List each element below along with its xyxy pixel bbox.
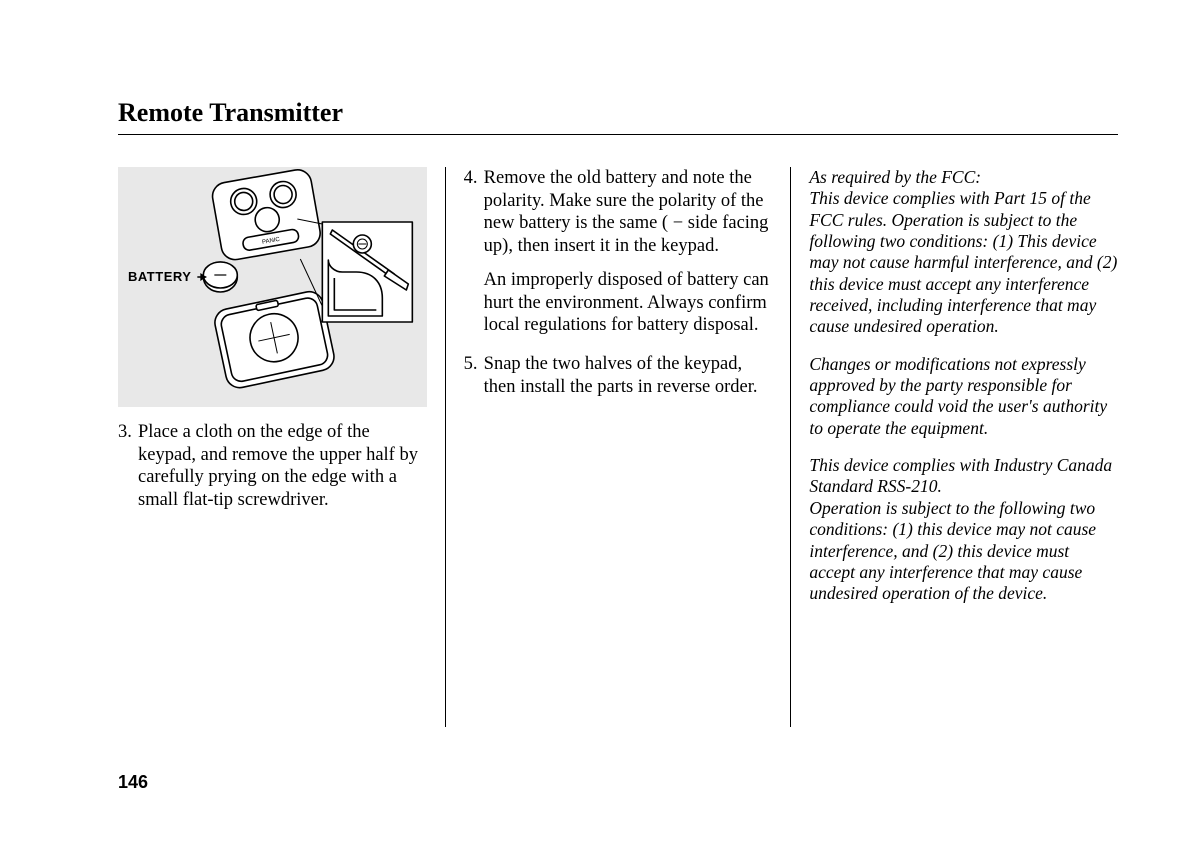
step-3-text: Place a cloth on the edge of the keypad,… <box>138 421 427 511</box>
step-4-para2: An improperly disposed of battery can hu… <box>484 269 773 337</box>
column-1: BATTERY <box>118 167 445 727</box>
step-4: 4. Remove the old battery and note the p… <box>464 167 773 337</box>
column-3: As required by the FCC:This device compl… <box>791 167 1118 727</box>
step-5-number: 5. <box>464 353 482 398</box>
step-4-number: 4. <box>464 167 482 337</box>
step-3-number: 3. <box>118 421 136 511</box>
legal-fcc: As required by the FCC:This device compl… <box>809 167 1118 338</box>
columns: BATTERY <box>118 167 1118 727</box>
column-2: 4. Remove the old battery and note the p… <box>445 167 792 727</box>
legal-canada: This device complies with Industry Canad… <box>809 455 1118 604</box>
step-5: 5. Snap the two halves of the keypad, th… <box>464 353 773 398</box>
step-3: 3. Place a cloth on the edge of the keyp… <box>118 421 427 511</box>
step-4-text: Remove the old battery and note the pola… <box>484 167 773 257</box>
title-rule <box>118 134 1118 135</box>
battery-label: BATTERY <box>128 269 191 284</box>
page-title: Remote Transmitter <box>118 98 1118 128</box>
page-number: 146 <box>118 772 148 793</box>
legal-modifications: Changes or modifications not expressly a… <box>809 354 1118 439</box>
battery-figure: BATTERY <box>118 167 427 407</box>
keypad-diagram-icon: PANIC <box>118 167 427 407</box>
step-5-text: Snap the two halves of the keypad, then … <box>484 353 773 398</box>
